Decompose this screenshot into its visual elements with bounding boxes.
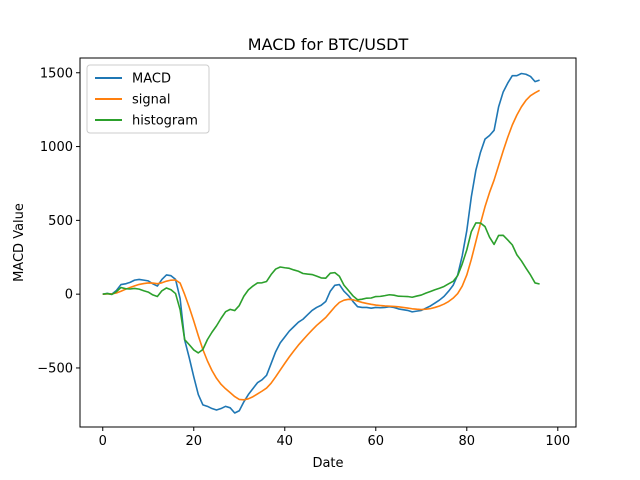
x-tick-label: 40 (276, 434, 293, 449)
y-tick-label: 1000 (40, 140, 73, 155)
legend-label-signal: signal (132, 93, 170, 108)
chart-title: MACD for BTC/USDT (248, 35, 409, 54)
x-tick-label: 80 (459, 434, 476, 449)
legend: MACD signal histogram (86, 64, 210, 134)
legend-label-histogram: histogram (132, 114, 198, 129)
x-tick-label: 60 (368, 434, 385, 449)
y-tick-label: 0 (65, 288, 73, 303)
series-line-signal (102, 89, 540, 401)
legend-label-MACD: MACD (132, 72, 171, 87)
x-axis-label: Date (312, 456, 343, 471)
y-axis-label: MACD Value (12, 203, 27, 282)
axes-frame (79, 57, 577, 428)
y-tick-label: −500 (37, 361, 73, 376)
plot-area (102, 72, 540, 414)
series-line-histogram (102, 222, 540, 354)
x-tick-label: 20 (185, 434, 202, 449)
x-tick-label: 0 (99, 434, 107, 449)
y-tick-label: 1500 (40, 66, 73, 81)
x-tick-label: 100 (545, 434, 570, 449)
axes: 0 20 40 60 80 100 −500 0 500 1000 1500 (37, 57, 577, 449)
y-tick-label: 500 (48, 214, 73, 229)
legend-box (86, 64, 210, 134)
